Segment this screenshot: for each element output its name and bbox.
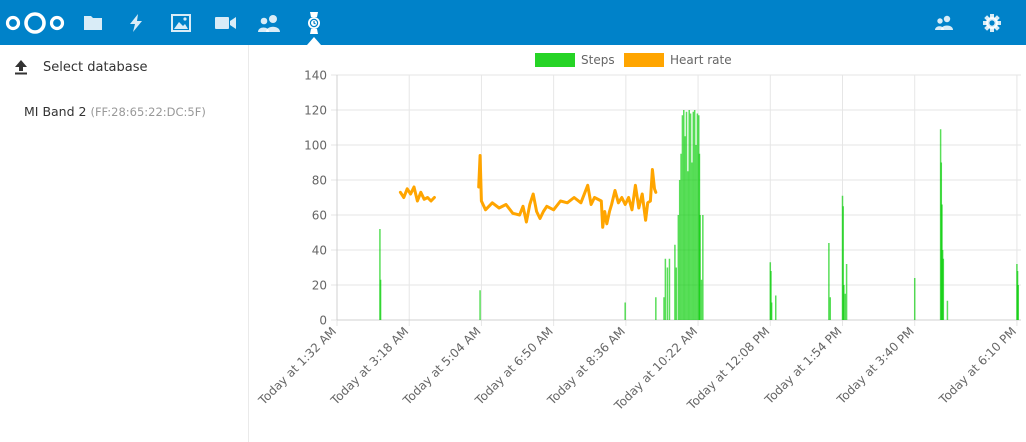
legend-swatch-steps: [535, 53, 575, 67]
y-tick-label: 80: [312, 174, 327, 188]
y-tick-label: 100: [304, 139, 327, 153]
steps-bar: [691, 162, 693, 320]
steps-bar: [693, 110, 696, 320]
y-tick-label: 0: [319, 314, 327, 328]
steps-bar: [666, 267, 669, 320]
x-tick-label: Today at 3:18 AM: [327, 324, 411, 408]
steps-bar: [624, 302, 626, 320]
image-icon[interactable]: [170, 0, 192, 45]
watch-icon[interactable]: [304, 0, 324, 45]
steps-bar: [685, 111, 688, 320]
steps-bar: [770, 302, 773, 320]
select-database-button[interactable]: Select database: [0, 53, 248, 83]
x-tick-label: Today at 5:04 AM: [400, 324, 484, 408]
steps-bar: [913, 278, 916, 320]
nextcloud-logo-icon[interactable]: [2, 0, 68, 45]
x-tick-label: Today at 1:54 PM: [761, 324, 844, 407]
steps-bar: [379, 279, 382, 320]
sidebar-item-device[interactable]: MI Band 2 (FF:28:65:22:DC:5F): [24, 104, 206, 119]
steps-bar: [829, 297, 831, 320]
steps-bar: [655, 297, 657, 320]
chart-area: 0 20 40 60 80 100 120 140 Today at 1:32 AM Today …: [249, 45, 1026, 442]
steps-bar: [663, 297, 665, 320]
x-tick-label: Today at 8:36 AM: [544, 324, 628, 408]
contacts-icon[interactable]: [257, 0, 281, 45]
x-tick-label: Today at 1:32 AM: [255, 324, 339, 408]
legend-label-heart-rate: Heart rate: [670, 53, 732, 67]
steps-bar: [684, 136, 686, 320]
steps-bar: [699, 215, 701, 320]
steps-bar: [692, 111, 695, 320]
steps-bar: [678, 180, 681, 320]
steps-bar: [675, 267, 678, 320]
device-name: MI Band 2: [24, 104, 87, 119]
steps-bar: [774, 295, 777, 320]
steps-bar: [674, 244, 676, 320]
steps-bar: [696, 113, 699, 320]
steps-bar: [668, 258, 671, 320]
steps-bar: [680, 153, 682, 320]
active-app-marker: [307, 37, 321, 45]
select-database-label: Select database: [43, 60, 148, 75]
steps-bar: [1017, 285, 1020, 320]
x-tick-label: Today at 6:10 PM: [936, 324, 1019, 407]
legend-label-steps: Steps: [581, 53, 615, 67]
steps-bar: [689, 113, 692, 320]
steps-bar: [700, 279, 703, 320]
steps-bar: [688, 110, 690, 320]
lightning-icon[interactable]: [126, 0, 146, 45]
y-tick-label: 40: [312, 244, 327, 258]
steps-bar: [681, 115, 684, 320]
steps-bar: [379, 229, 381, 320]
sidebar: Select database MI Band 2 (FF:28:65:22:D…: [0, 45, 249, 442]
heart-rate-line: [398, 185, 436, 203]
steps-bar: [687, 171, 689, 320]
steps-bar: [664, 258, 667, 320]
steps-bar: [479, 290, 481, 320]
steps-bar: [683, 110, 685, 320]
y-tick-label: 60: [312, 209, 327, 223]
heart-rate-line: [477, 154, 658, 229]
contacts-menu-icon[interactable]: [933, 0, 955, 45]
y-tick-label: 20: [312, 279, 327, 293]
device-mac: (FF:28:65:22:DC:5F): [90, 105, 206, 119]
steps-bar: [677, 215, 680, 320]
steps-bar: [946, 300, 949, 320]
steps-bar: [770, 271, 772, 320]
steps-bar: [844, 293, 846, 320]
steps-bar: [942, 258, 945, 320]
y-tick-label: 120: [304, 104, 327, 118]
steps-bar: [695, 145, 697, 320]
upload-icon: [13, 59, 29, 79]
legend-swatch-heart-rate: [624, 53, 664, 67]
x-tick-label: Today at 6:50 AM: [472, 324, 556, 408]
steps-bar: [842, 206, 844, 320]
x-tick-label: Today at 3:40 PM: [834, 324, 917, 407]
top-navigation-bar: [0, 0, 1026, 45]
steps-bar: [845, 264, 848, 320]
x-tick-label: Today at 12:08 PM: [684, 324, 773, 413]
steps-bar: [843, 285, 845, 320]
folder-icon[interactable]: [82, 0, 104, 45]
y-tick-label: 140: [304, 69, 327, 83]
steps-bar: [702, 215, 704, 320]
video-camera-icon[interactable]: [214, 0, 236, 45]
steps-bar: [828, 243, 830, 320]
settings-gear-icon[interactable]: [981, 0, 1003, 45]
